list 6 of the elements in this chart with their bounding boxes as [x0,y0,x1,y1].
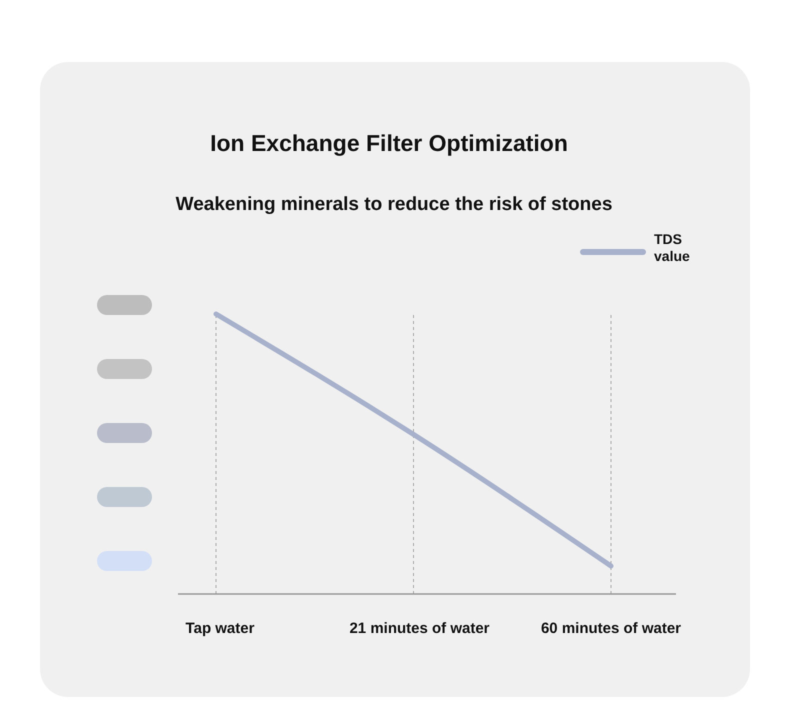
x-tick-label: Tap water [186,620,255,637]
chart-subtitle: Weakening minerals to reduce the risk of stones [176,194,612,215]
legend-label: TDS value [654,231,690,264]
chart-title: Ion Exchange Filter Optimization [210,130,568,156]
x-tick-label: 60 minutes of water [540,620,682,637]
x-tick-label: 21 minutes of water [349,620,490,637]
